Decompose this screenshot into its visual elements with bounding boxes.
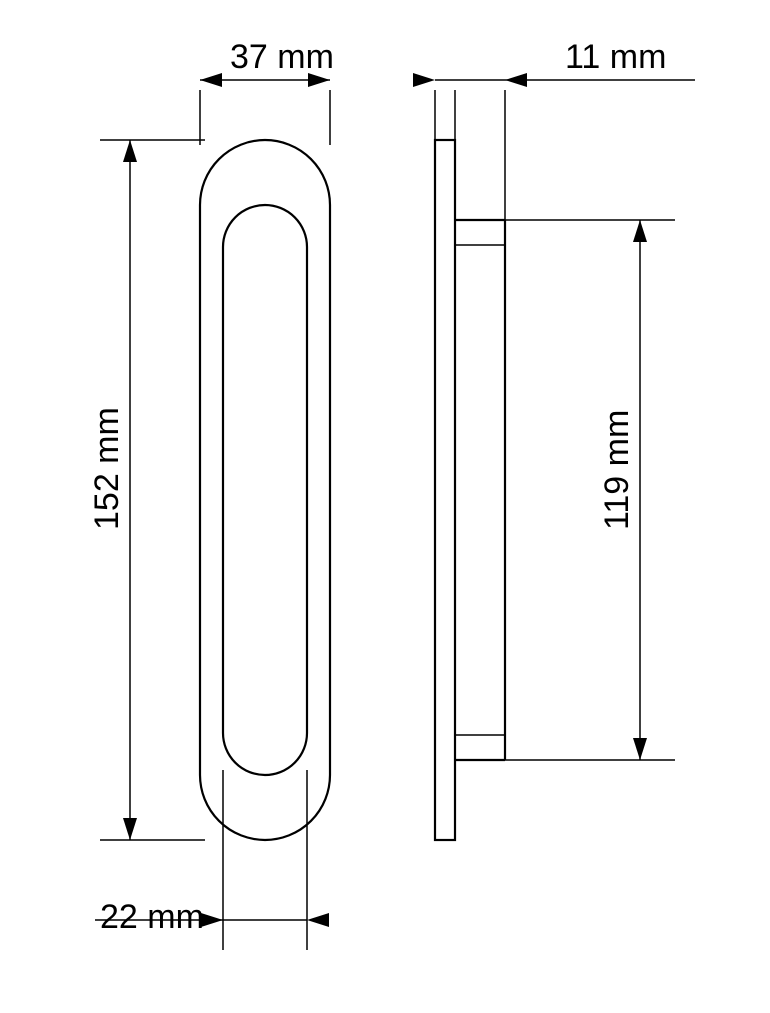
- dim-37-label: 37 mm: [230, 38, 334, 76]
- dim-119-label: 119 mm: [598, 410, 636, 530]
- dim-22-label: 22 mm: [100, 898, 204, 936]
- dim-152-label: 152 mm: [88, 407, 126, 530]
- dim-11-label: 11 mm: [565, 38, 666, 76]
